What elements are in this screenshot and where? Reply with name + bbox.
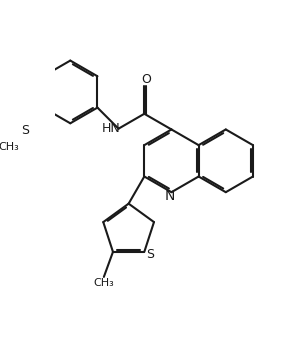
Text: S: S <box>21 124 29 137</box>
Text: O: O <box>141 73 151 86</box>
Text: S: S <box>146 248 154 261</box>
Text: HN: HN <box>101 121 120 134</box>
Text: CH₃: CH₃ <box>93 278 114 288</box>
Text: CH₃: CH₃ <box>0 142 19 152</box>
Text: N: N <box>165 189 175 203</box>
